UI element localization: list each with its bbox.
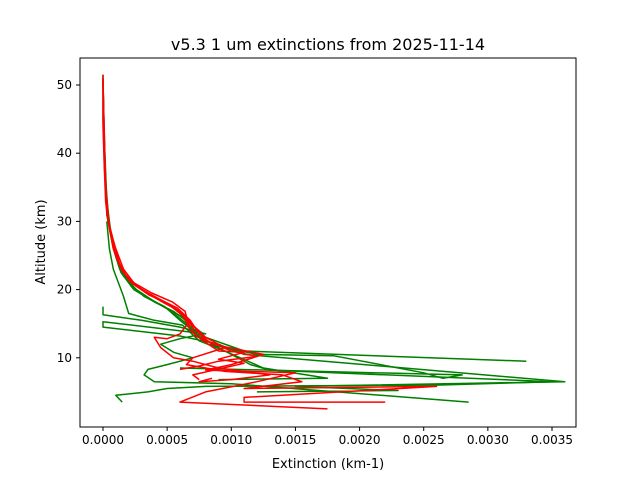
series-line-red-2	[102, 78, 438, 403]
series-line-green-5	[102, 306, 566, 393]
series-line-green-6	[106, 221, 329, 381]
y-tick-label: 20	[57, 283, 72, 297]
series-line-red-3	[102, 81, 271, 383]
x-tick-label: 0.0005	[146, 433, 188, 447]
x-tick-label: 0.0015	[274, 433, 316, 447]
y-tick-label: 30	[57, 214, 72, 228]
series-line-red-5	[106, 214, 245, 381]
y-tick-label: 10	[57, 351, 72, 365]
x-tick-label: 0.0030	[467, 433, 509, 447]
chart-title: v5.3 1 um extinctions from 2025-11-14	[171, 35, 485, 54]
y-axis: 10 20 30 40 50	[57, 78, 80, 365]
y-tick-label: 40	[57, 146, 72, 160]
x-tick-label: 0.0020	[339, 433, 381, 447]
x-axis: 0.0000 0.0005 0.0010 0.0015 0.0020 0.0025 0.00…	[82, 427, 573, 447]
x-tick-label: 0.0025	[403, 433, 445, 447]
axes-frame	[79, 57, 577, 428]
x-axis-label: Extinction (km-1)	[272, 457, 384, 472]
y-tick-label: 50	[57, 78, 72, 92]
x-tick-label: 0.0035	[531, 433, 573, 447]
y-axis-label: Altitude (km)	[34, 199, 49, 284]
x-tick-label: 0.0010	[210, 433, 252, 447]
x-tick-label: 0.0000	[82, 433, 124, 447]
plot-area	[102, 74, 566, 410]
